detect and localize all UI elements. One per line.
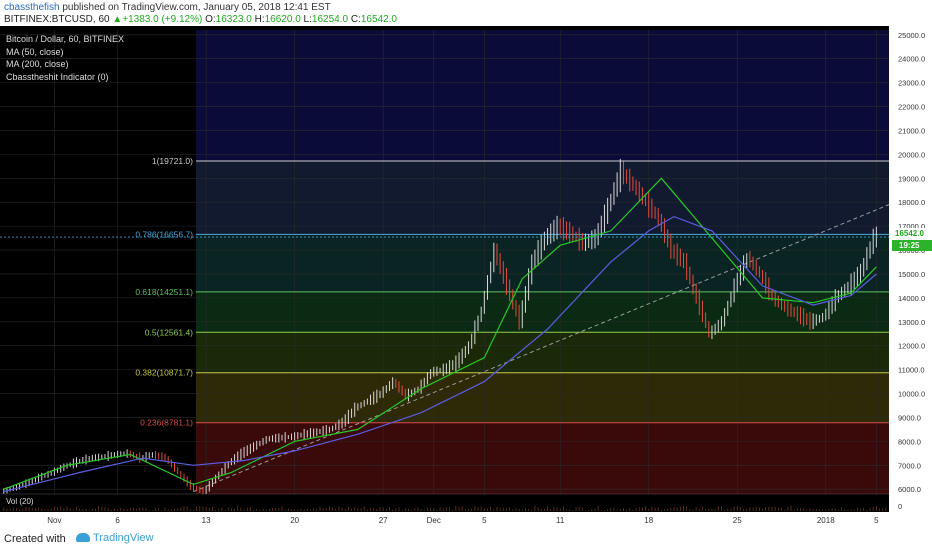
fib-level-label: 0.382(10871.7) (135, 368, 193, 378)
price-tick-label: 12000.0 (898, 342, 925, 351)
legend-item-ma200[interactable]: MA (200, close) (6, 59, 69, 69)
time-tick-label: Dec (427, 516, 441, 525)
high-value: 16620.0 (264, 14, 301, 25)
fib-level-label: 0.236(8781.1) (140, 418, 193, 428)
countdown-value: 19:25 (899, 241, 920, 250)
ohlc-readout: BITFINEX:BTCUSD, 60 ▲+1383.0 (+9.12%) O:… (4, 14, 397, 25)
low-value: 16254.0 (311, 14, 349, 25)
price-tick-label: 24000.0 (898, 55, 925, 64)
time-tick-label: Nov (47, 516, 61, 525)
legend-item-indicator[interactable]: Cbasstheshit Indicator (0) (6, 72, 109, 82)
price-tick-label: 13000.0 (898, 318, 925, 327)
volume-label: Vol (20) (6, 497, 34, 506)
open-label: O: (205, 14, 216, 25)
ma50-line (3, 177, 877, 490)
price-change: +1383.0 (+9.12%) (122, 14, 203, 25)
fib-zone-base (196, 422, 890, 494)
price-tick-label: 6000.0 (898, 485, 921, 494)
fib-level-label: 1(19721.0) (152, 156, 193, 166)
time-tick-label: 25 (733, 516, 742, 525)
price-tick-label: 11000.0 (898, 366, 925, 375)
fib-zone (196, 161, 890, 235)
chart-header: cbassthefish published on TradingView.co… (0, 0, 932, 26)
high-label: H: (254, 14, 265, 25)
price-tick-label: 14000.0 (898, 294, 925, 303)
last-price-badge (892, 228, 932, 239)
countdown-badge (892, 240, 932, 251)
price-tick-label: 21000.0 (898, 126, 925, 135)
published-text: published on TradingView.com, January 05… (62, 2, 331, 13)
author-link[interactable]: cbassthefish (4, 2, 60, 13)
time-tick-label: 2018 (817, 516, 835, 525)
chart-area[interactable]: 1(19721.0) 0.786(16656.7) 0.618(14251.1) 0.… (0, 26, 932, 528)
price-tick-label: 9000.0 (898, 413, 921, 422)
last-price-value: 16542.0 (895, 229, 924, 238)
price-tick-label: 17000.0 (898, 222, 925, 231)
time-tick-label: 5 (874, 516, 879, 525)
price-tick-label: 8000.0 (898, 437, 921, 446)
pre-fib-area (0, 30, 197, 494)
low-label: L: (303, 14, 312, 25)
time-tick-label: 13 (202, 516, 211, 525)
ma200-line (3, 215, 877, 493)
time-tick-label: 18 (644, 516, 653, 525)
time-tick-label: 6 (115, 516, 120, 525)
tradingview-brand[interactable]: TradingView (76, 532, 154, 544)
cloud-logo-icon (76, 533, 90, 542)
price-tick-label: 10000.0 (898, 390, 925, 399)
price-tick-label: 22000.0 (898, 103, 925, 112)
fib-zone-top (196, 30, 890, 162)
fib-zone (196, 332, 890, 373)
fib-level-label: 0.618(14251.1) (135, 287, 193, 297)
time-tick-label: 11 (556, 516, 565, 525)
legend-title: Bitcoin / Dollar, 60, BITFINEX (6, 34, 124, 44)
chart-legend: Bitcoin / Dollar, 60, BITFINEX MA (50, c… (6, 34, 124, 82)
volume-axis-label: 0 (898, 502, 902, 511)
price-tick-label: 18000.0 (898, 198, 925, 207)
fib-level-label: 0.786(16656.7) (135, 229, 193, 239)
price-tick-label: 20000.0 (898, 150, 925, 159)
price-tick-label: 25000.0 (898, 31, 925, 40)
fib-level-label: 0.5(12561.4) (145, 327, 193, 337)
price-tick-label: 23000.0 (898, 79, 925, 88)
price-chart[interactable]: 1(19721.0) 0.786(16656.7) 0.618(14251.1) 0.… (0, 26, 932, 528)
legend-item-ma50[interactable]: MA (50, close) (6, 47, 64, 57)
close-value: 16542.0 (360, 14, 397, 25)
time-axis (0, 512, 932, 528)
symbol-label[interactable]: BITFINEX:BTCUSD, 60 (4, 14, 110, 25)
time-tick-label: 5 (482, 516, 487, 525)
fib-zone (196, 372, 890, 423)
price-axis (889, 26, 932, 528)
fib-zone (196, 234, 890, 292)
publish-info: cbassthefish published on TradingView.co… (4, 2, 331, 13)
price-tick-label: 19000.0 (898, 174, 925, 183)
created-with-text: Created with (4, 533, 66, 545)
open-value: 16323.0 (215, 14, 252, 25)
close-label: C: (350, 14, 361, 25)
brand-label: TradingView (93, 532, 154, 544)
time-tick-label: 20 (290, 516, 299, 525)
footer: Created with TradingView (0, 528, 932, 550)
up-arrow-icon: ▲ (112, 14, 123, 25)
time-tick-label: 27 (379, 516, 388, 525)
price-tick-label: 15000.0 (898, 270, 925, 279)
volume-pane (0, 494, 889, 512)
price-tick-label: 7000.0 (898, 461, 921, 470)
